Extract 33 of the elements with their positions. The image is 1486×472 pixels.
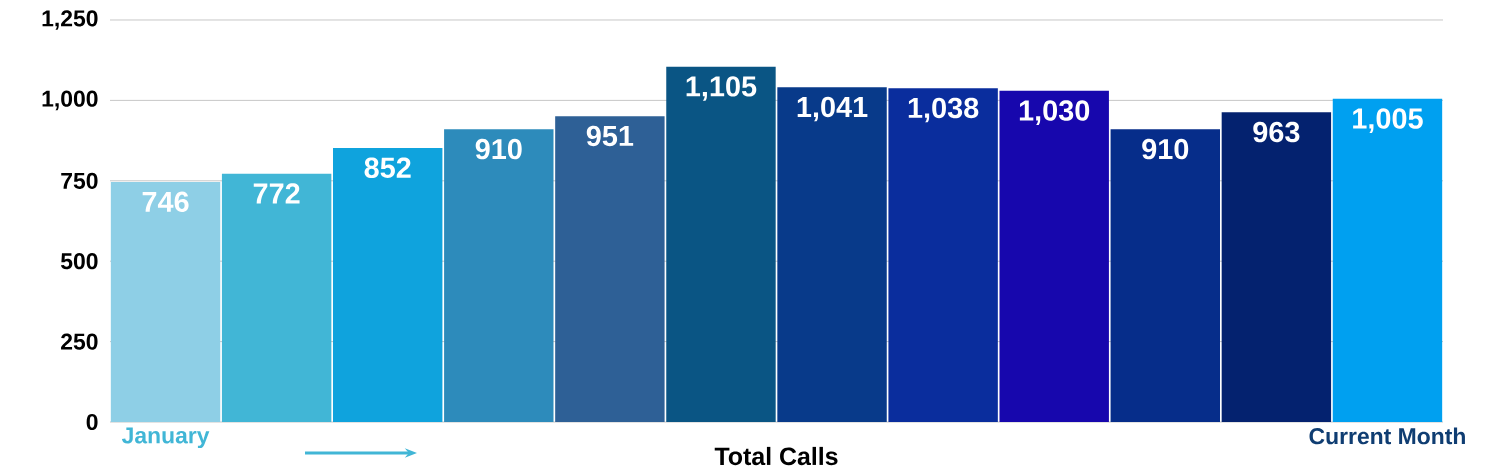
bar: [1110, 129, 1220, 422]
bar: [1221, 112, 1332, 422]
data-label: 1,105: [686, 76, 757, 101]
bar: [999, 90, 1109, 422]
bar: [888, 88, 998, 422]
bar: [110, 182, 221, 422]
y-tick-label: 250: [61, 333, 98, 350]
data-label: 910: [475, 138, 522, 160]
y-tick-label: 1,250: [42, 10, 98, 30]
bar: [777, 87, 887, 422]
bar: [221, 173, 332, 422]
data-label: 852: [364, 157, 411, 178]
data-label: 746: [142, 191, 189, 213]
y-tick-label: 750: [61, 172, 98, 189]
bar: [333, 147, 443, 422]
y-tick-label: 1,000: [42, 90, 98, 111]
x-tick-label: January: [121, 427, 210, 449]
data-label: 910: [1142, 138, 1189, 160]
bar: [666, 66, 776, 422]
data-label: 1,005: [1353, 108, 1423, 133]
bar: [1332, 98, 1443, 422]
data-label: 963: [1253, 121, 1300, 143]
y-tick-label: 500: [60, 253, 98, 270]
data-label: 772: [253, 183, 300, 204]
data-label: 1,030: [1019, 100, 1090, 125]
bar: [444, 129, 554, 422]
x-tick-label: Current Month: [1309, 427, 1465, 445]
x-axis-title: Total Calls: [714, 446, 838, 466]
data-label: 1,038: [908, 97, 979, 123]
data-label: 951: [586, 125, 634, 147]
bar: [555, 116, 665, 422]
data-label: 1,041: [797, 96, 868, 122]
y-tick-label: 0: [86, 413, 98, 431]
